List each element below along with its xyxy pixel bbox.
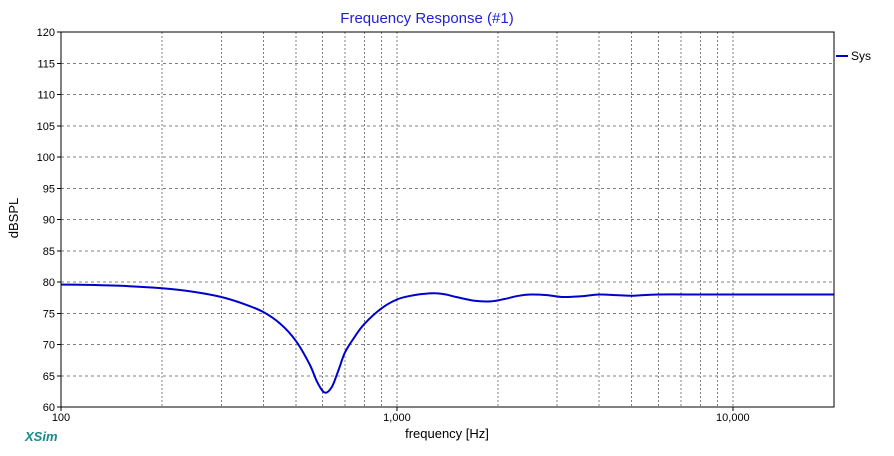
y-tick-label: 100: [37, 152, 55, 164]
xsim-logo: XSim: [24, 429, 58, 444]
legend-item-label[interactable]: Sys: [851, 49, 871, 63]
x-tick-label: 100: [52, 412, 70, 424]
y-tick-label: 60: [43, 402, 55, 414]
plot-frame: [60, 31, 835, 408]
series-line-sys: [60, 283, 834, 394]
y-tick-label: 110: [37, 90, 55, 102]
y-tick-label: 115: [37, 58, 55, 70]
y-tick-label: 105: [37, 121, 55, 133]
y-tick-label: 80: [43, 277, 55, 289]
y-tick-label: 95: [43, 183, 55, 195]
chart-title: Frequency Response (#1): [340, 10, 513, 27]
y-tick-label: 75: [43, 308, 55, 320]
x-tick-label: 1,000: [383, 412, 411, 424]
series-layer: [60, 283, 834, 394]
x-tick-label: 10,000: [716, 412, 750, 424]
y-tick-label: 120: [37, 27, 55, 39]
x-axis-label: frequency [Hz]: [405, 426, 489, 441]
y-axis-ticks: 60 65 70 75 80 85 90 95 100 105 110 115 120: [37, 27, 61, 414]
y-axis-label: dBSPL: [6, 198, 21, 238]
legend[interactable]: Sys: [836, 49, 871, 63]
y-tick-label: 90: [43, 215, 55, 227]
y-tick-label: 65: [43, 371, 55, 383]
grid: [61, 32, 834, 407]
y-tick-label: 85: [43, 246, 55, 258]
y-tick-label: 70: [43, 340, 55, 352]
x-axis-ticks: 100 1,000 10,000: [52, 407, 750, 424]
